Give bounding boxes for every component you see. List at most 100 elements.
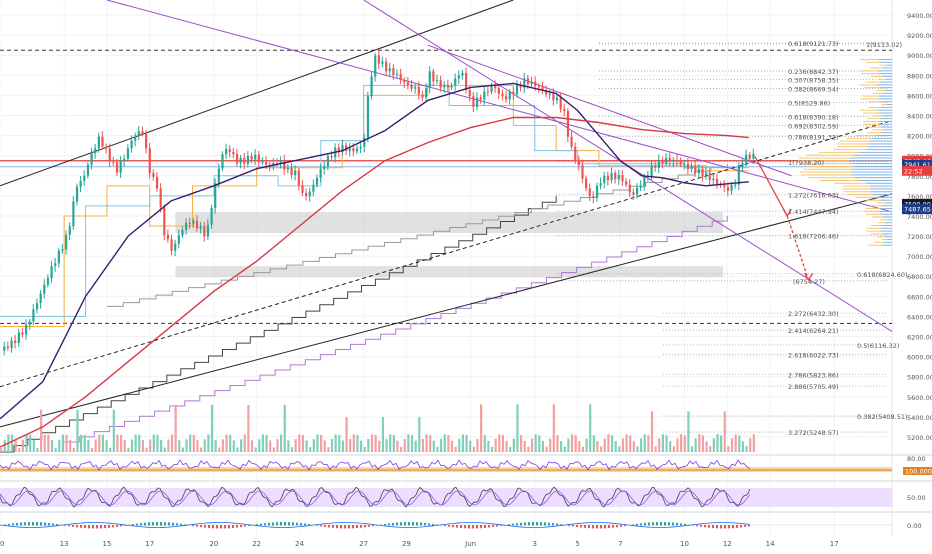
volume-bar bbox=[200, 447, 203, 452]
candle-body bbox=[585, 178, 588, 189]
macd-histogram-bar bbox=[64, 525, 66, 526]
volume-bar bbox=[563, 446, 566, 452]
macd-histogram-bar bbox=[612, 525, 614, 528]
volume-bar bbox=[294, 439, 297, 452]
macd-histogram-bar bbox=[592, 525, 594, 529]
volume-profile-bar bbox=[885, 89, 892, 91]
candle-body bbox=[377, 55, 380, 64]
macd-histogram-bar bbox=[392, 522, 394, 526]
macd-histogram-bar bbox=[720, 525, 722, 529]
volume-bar bbox=[0, 448, 3, 452]
volume-profile-bar bbox=[870, 185, 892, 187]
x-tick-label: 10 bbox=[0, 540, 4, 548]
volume-bar bbox=[687, 411, 690, 452]
macd-histogram-bar bbox=[620, 525, 622, 527]
volume-profile-bar bbox=[878, 112, 892, 114]
candle-body bbox=[446, 85, 450, 88]
macd-histogram-bar bbox=[580, 525, 582, 528]
candle-body bbox=[548, 93, 551, 95]
volume-bar bbox=[545, 446, 548, 452]
volume-bar bbox=[196, 440, 199, 452]
candle-body bbox=[174, 243, 177, 251]
volume-bar bbox=[305, 440, 308, 452]
candle-body bbox=[559, 97, 562, 109]
volume-profile-bar bbox=[879, 210, 892, 212]
candle-body bbox=[574, 146, 577, 160]
candle-body bbox=[94, 148, 97, 154]
volume-bar bbox=[254, 447, 257, 452]
macd-histogram-bar bbox=[232, 525, 234, 528]
macd-histogram-bar bbox=[492, 525, 494, 528]
volume-bar bbox=[440, 438, 443, 452]
volume-bar bbox=[141, 440, 145, 452]
macd-histogram-bar bbox=[156, 522, 158, 526]
macd-histogram-bar bbox=[308, 524, 310, 526]
volume-profile-bar bbox=[807, 177, 855, 179]
macd-histogram-bar bbox=[184, 524, 186, 526]
volume-bar bbox=[672, 446, 675, 452]
candle-body bbox=[145, 133, 148, 149]
volume-bar bbox=[625, 434, 628, 452]
volume-bar bbox=[36, 447, 39, 452]
indicator-value-tag bbox=[903, 467, 932, 475]
fib-level-label: 1(7938.20) bbox=[788, 159, 824, 167]
candle-body bbox=[166, 234, 170, 240]
candle-body bbox=[679, 161, 682, 165]
macd-histogram-bar bbox=[576, 525, 578, 528]
candle-body bbox=[366, 96, 370, 138]
macd-histogram-bar bbox=[376, 525, 378, 526]
volume-profile-bar bbox=[863, 210, 880, 212]
macd-histogram-bar bbox=[452, 525, 454, 528]
volume-bar bbox=[327, 447, 330, 452]
volume-profile-bar bbox=[886, 64, 892, 66]
volume-bar bbox=[709, 446, 712, 452]
candle-body bbox=[46, 278, 50, 285]
fib-level-label: (6754.27) bbox=[793, 278, 825, 286]
candle-body bbox=[657, 159, 660, 168]
volume-bar bbox=[570, 434, 574, 452]
candle-body bbox=[461, 72, 464, 76]
volume-profile-bar bbox=[867, 244, 882, 246]
candle-body bbox=[348, 148, 351, 151]
candle-body bbox=[508, 91, 511, 100]
volume-bar bbox=[320, 434, 323, 452]
volume-bar bbox=[574, 435, 577, 452]
volume-profile-bar bbox=[866, 61, 881, 63]
volume-profile-bar bbox=[860, 98, 878, 100]
volume-profile-bar bbox=[877, 109, 892, 111]
macd-histogram-bar bbox=[688, 524, 690, 526]
candle-body bbox=[21, 332, 24, 335]
macd-histogram-bar bbox=[300, 523, 302, 526]
volume-profile-bar bbox=[860, 84, 878, 86]
volume-bar bbox=[130, 439, 134, 452]
candle-body bbox=[483, 91, 486, 100]
indicator-panes bbox=[0, 459, 892, 529]
candle-body bbox=[410, 84, 413, 89]
volume-bar bbox=[149, 439, 152, 452]
macd-histogram-bar bbox=[460, 525, 462, 529]
volume-profile-bar bbox=[867, 118, 881, 120]
macd-histogram-bar bbox=[128, 524, 130, 526]
volume-bar bbox=[454, 446, 457, 452]
macd-histogram-bar bbox=[732, 525, 734, 529]
volume-profile-bar bbox=[880, 208, 892, 210]
candle-body bbox=[530, 81, 533, 84]
volume-profile-bar bbox=[862, 112, 879, 114]
macd-histogram-bar bbox=[624, 525, 626, 527]
volume-profile-bar bbox=[834, 182, 867, 184]
candle-body bbox=[395, 74, 399, 76]
volume-profile-bar bbox=[879, 64, 887, 66]
y-tick-label: 7400.00 bbox=[907, 213, 932, 221]
volume-bar bbox=[105, 439, 108, 452]
macd-histogram-bar bbox=[196, 525, 198, 527]
macd-histogram-bar bbox=[676, 522, 678, 526]
candle-body bbox=[370, 76, 373, 97]
volume-profile-bar bbox=[868, 101, 882, 103]
volume-bar bbox=[345, 417, 348, 452]
macd-histogram-bar bbox=[548, 522, 550, 526]
volume-profile-bar bbox=[887, 104, 892, 106]
macd-histogram-bar bbox=[68, 525, 70, 527]
candle-body bbox=[206, 224, 210, 237]
